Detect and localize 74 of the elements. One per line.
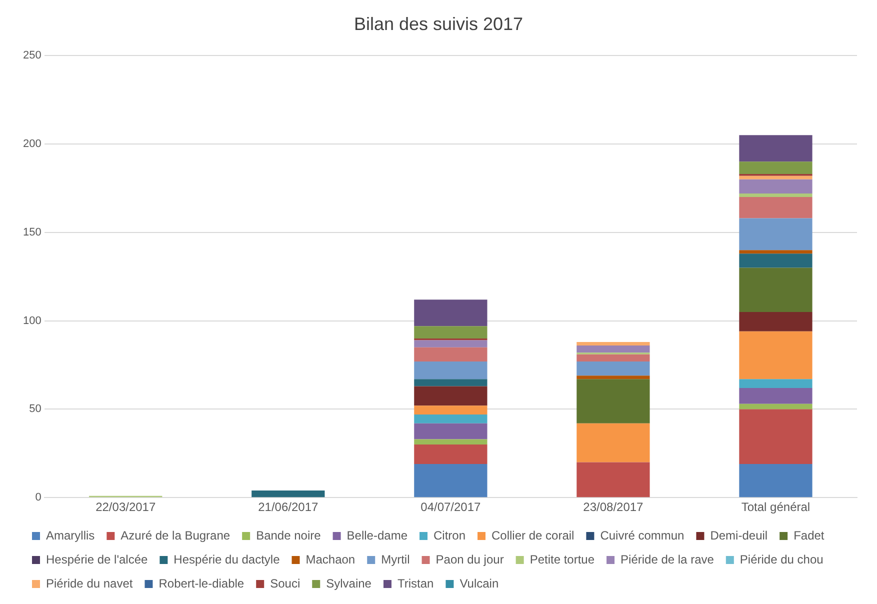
legend-label: Piéride du navet [46,576,134,590]
legend-label: Collier de corail [492,528,574,542]
bar [414,464,488,498]
bar [739,409,812,464]
bar [414,423,488,440]
legend-label: Azuré de la Bugrane [120,528,230,542]
bar [739,179,812,194]
bar [414,379,488,386]
bar [576,346,650,353]
legend-label: Piéride de la rave [620,552,714,566]
legend-label: Fadet [794,528,825,542]
bar [576,379,650,424]
legend-label: Demi-deuil [710,528,768,542]
bar [414,340,488,348]
legend-label: Cuivré commun [600,528,684,542]
bar [576,354,650,362]
bar [252,490,325,498]
bar [414,414,488,424]
legend-label: Amaryllis [46,528,95,542]
y-tick-label: 200 [22,138,42,150]
bar [739,250,812,254]
bar [739,218,812,250]
legend-label: Machaon [306,552,356,566]
y-tick-label: 100 [22,314,42,327]
bar [739,388,812,404]
bar [739,254,812,268]
x-tick-label: 23/08/2017 [583,500,644,514]
legend-label: Bande noire [256,528,322,542]
bar [739,176,812,180]
bar [414,386,488,406]
legend-label: Hespérie de l'alcée [46,552,148,566]
x-tick-label: Total général [741,500,810,514]
bar [739,162,812,174]
y-tick-label: 0 [35,492,42,504]
bar [414,347,488,362]
legend-label: Souci [270,576,300,590]
legend-label: Robert-le-diable [158,576,244,590]
bar [739,135,812,162]
bar [739,464,812,498]
legend-label: Piéride du chou [740,552,824,566]
legend-label: Hespérie du dactyle [174,552,280,566]
bar [739,312,812,332]
legend-label: Petite tortue [530,552,595,566]
legend-label: Citron [433,528,466,542]
bar [414,300,488,326]
legend-label: Myrtil [381,552,410,566]
legend-label: Sylvaine [326,576,372,590]
bar [414,361,488,380]
y-tick-label: 150 [22,226,42,238]
bar [414,444,488,464]
bar [576,423,650,462]
bar [739,404,812,410]
chart-title: Bilan des suivis 2017 [354,14,524,34]
legend-label: Vulcain [460,576,499,590]
bar [739,331,812,380]
bar [739,268,812,312]
y-tick-label: 50 [29,403,42,416]
bar [414,439,488,445]
x-tick-label: 22/03/2017 [96,500,156,514]
x-tick-label: 21/06/2017 [258,500,318,514]
bar [739,194,812,198]
bar [414,406,488,415]
legend-label: Paon du jour [436,552,504,566]
y-tick-label: 250 [22,50,42,62]
bar [414,326,488,338]
bar [576,376,650,380]
x-tick-label: 04/07/2017 [420,500,482,514]
legend-label: Tristan [397,576,434,590]
bar [576,462,650,498]
legend-label: Belle-dame [346,528,408,542]
bar [739,379,812,388]
bar [576,342,650,346]
bar [739,197,812,218]
bar [576,361,650,376]
